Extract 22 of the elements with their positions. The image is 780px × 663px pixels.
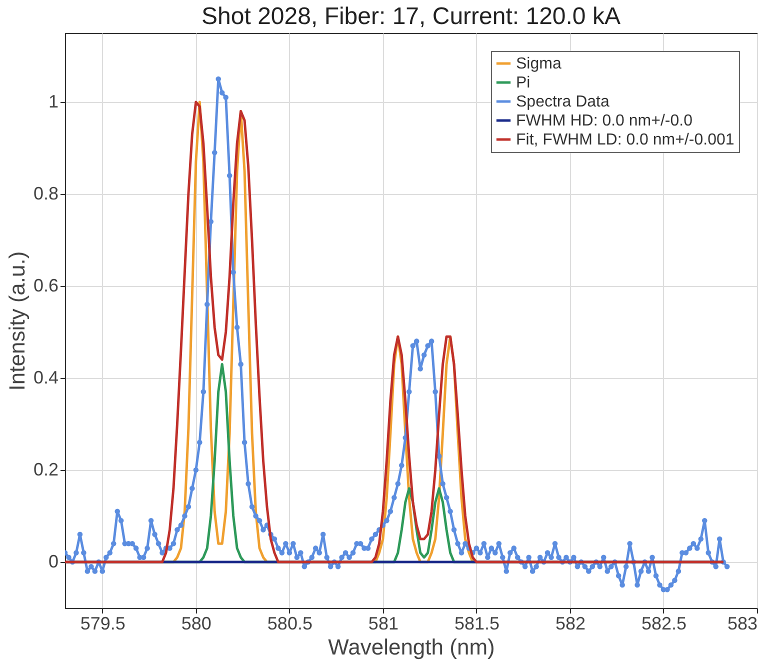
legend-label: FWHM HD: 0.0 nm+/-0.0 — [516, 112, 693, 130]
x-tick-label: 582.5 — [641, 614, 687, 634]
legend-label: Spectra Data — [516, 94, 610, 110]
y-axis-title: Intensity (a.u.) — [4, 251, 30, 391]
legend-label: Fit, FWHM LD: 0.0 nm+/-0.001 — [516, 132, 734, 148]
x-tick-label: 580 — [181, 614, 212, 634]
legend-label: Pi — [516, 74, 530, 92]
legend-label: Sigma — [516, 56, 562, 72]
y-tick-label: 0.6 — [33, 276, 58, 296]
x-tick-label: 581.5 — [454, 614, 500, 634]
x-tick-label: 583 — [727, 614, 758, 634]
y-tick-label: 0 — [48, 552, 58, 572]
x-tick-label: 579.5 — [80, 614, 126, 634]
chart-title: Shot 2028, Fiber: 17, Current: 120.0 kA — [202, 3, 620, 30]
y-tick-label: 0.8 — [33, 184, 58, 204]
x-tick-label: 582 — [555, 614, 586, 634]
x-axis-title: Wavelength (nm) — [328, 634, 495, 660]
x-tick-label: 581 — [368, 614, 398, 634]
y-tick-label: 1 — [48, 92, 58, 112]
x-tick-label: 580.5 — [267, 614, 312, 634]
y-tick-label: 0.4 — [33, 368, 58, 388]
y-tick-label: 0.2 — [33, 460, 58, 480]
